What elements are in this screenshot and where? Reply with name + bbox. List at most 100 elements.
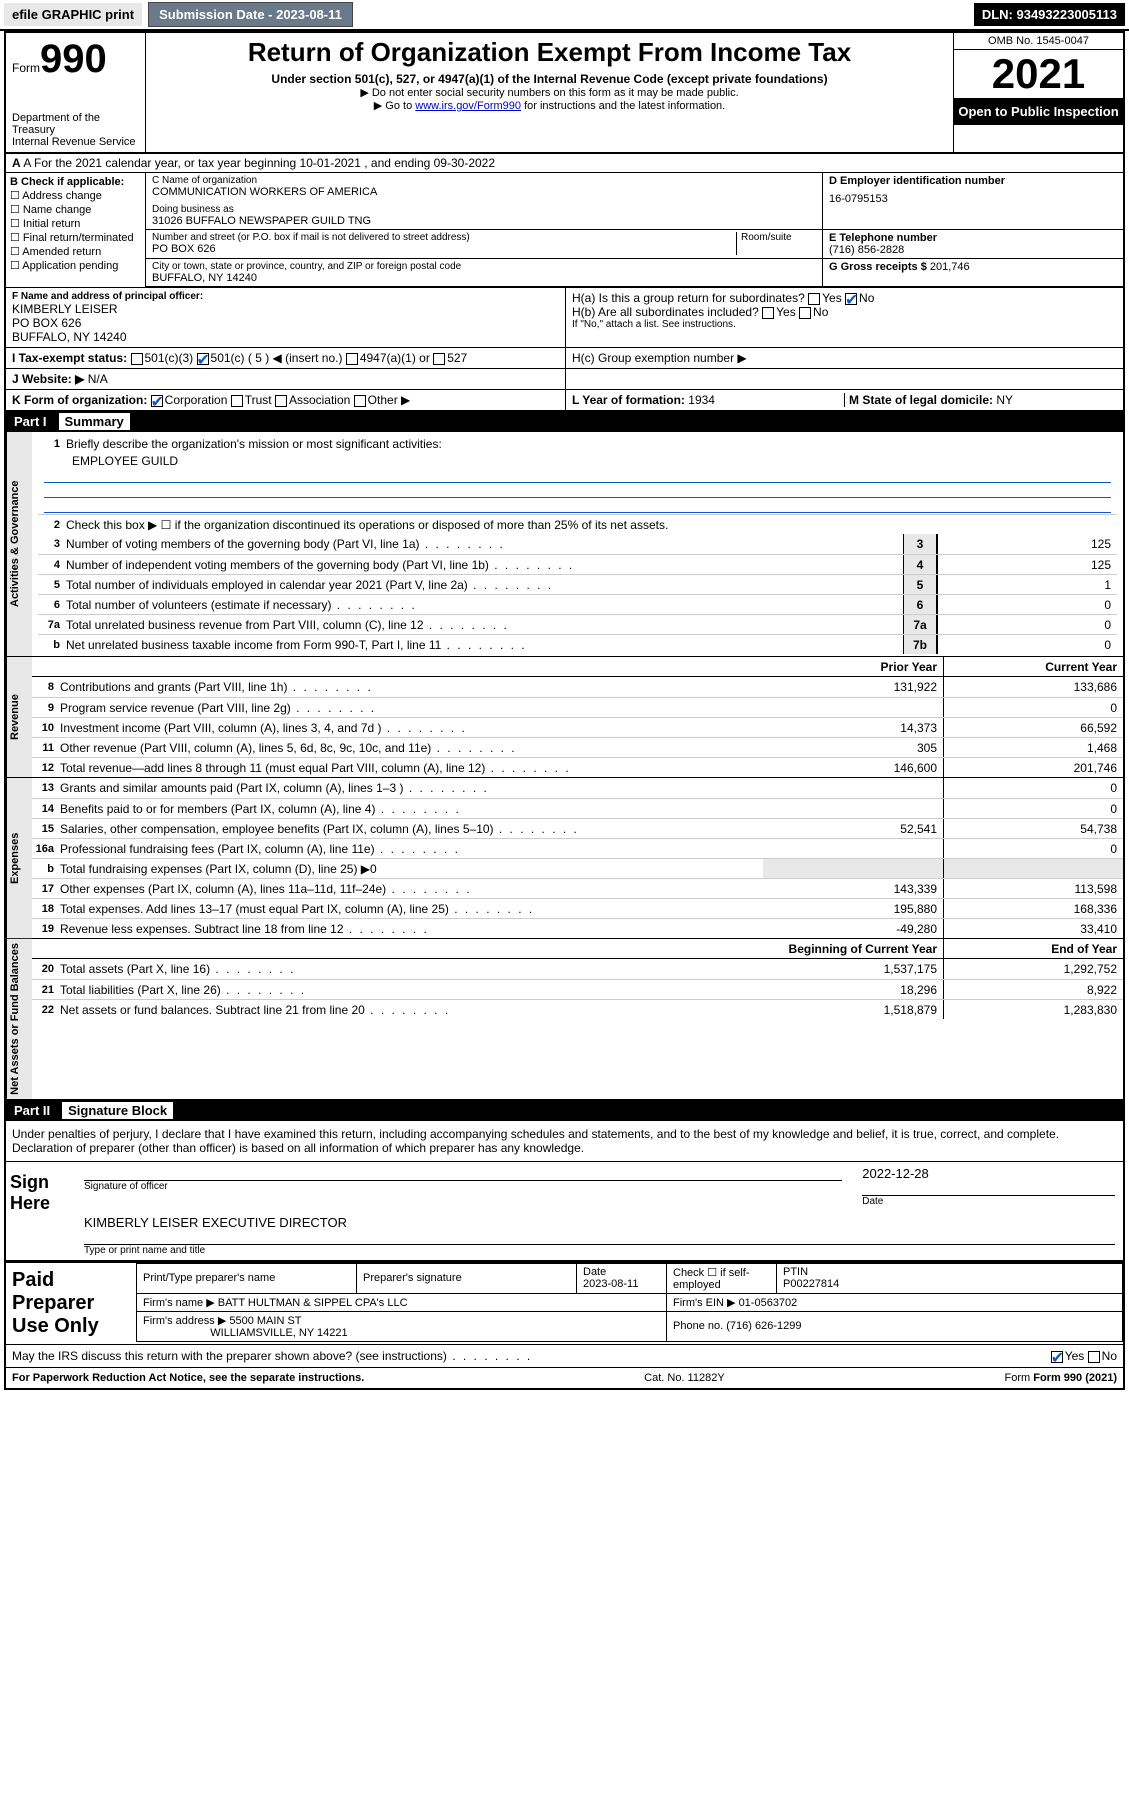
line-number: 8 (32, 681, 60, 693)
self-employed-cell[interactable]: Check ☐ if self-employed (667, 1263, 777, 1293)
k-trust: Trust (245, 393, 272, 407)
current-value: 201,746 (943, 758, 1123, 777)
beginning-year-header: Beginning of Current Year (763, 939, 943, 958)
subtitle-1: Under section 501(c), 527, or 4947(a)(1)… (154, 72, 945, 86)
current-value: 1,468 (943, 738, 1123, 757)
ha-yes-checkbox[interactable] (808, 293, 820, 305)
b-item[interactable]: ☐ Amended return (10, 245, 141, 258)
preparer-name-hdr: Print/Type preparer's name (137, 1263, 357, 1293)
pra-notice: For Paperwork Reduction Act Notice, see … (12, 1372, 364, 1384)
line-number: 21 (32, 984, 60, 996)
ein-value: 16-0795153 (829, 193, 1117, 205)
current-value: 0 (943, 799, 1123, 818)
officer-name-title: KIMBERLY LEISER EXECUTIVE DIRECTOR (84, 1215, 1115, 1230)
k-trust-checkbox[interactable] (231, 395, 243, 407)
prior-value: -49,280 (763, 919, 943, 938)
line-number: 9 (32, 702, 60, 714)
submission-date-button[interactable]: Submission Date - 2023-08-11 (148, 2, 353, 27)
line-text: Investment income (Part VIII, column (A)… (60, 719, 763, 737)
efile-label: efile GRAPHIC print (4, 3, 142, 26)
form-header: Form990 Department of the Treasury Inter… (6, 33, 1123, 154)
b-item[interactable]: ☐ Application pending (10, 259, 141, 272)
line-text: Program service revenue (Part VIII, line… (60, 699, 763, 717)
k-other: Other ▶ (368, 393, 411, 407)
preparer-date: 2023-08-11 (583, 1278, 638, 1290)
line-number: 5 (38, 579, 66, 591)
b-item[interactable]: ☐ Address change (10, 189, 141, 202)
hb-yes-checkbox[interactable] (762, 307, 774, 319)
line-box: 6 (903, 595, 937, 614)
line-number: b (32, 863, 60, 875)
sign-here-label: Sign Here (6, 1162, 76, 1260)
prior-value (763, 698, 943, 717)
hb-text: H(b) Are all subordinates included? (572, 305, 759, 319)
firm-addr2: WILLIAMSVILLE, NY 14221 (210, 1327, 347, 1339)
hb-note: If "No," attach a list. See instructions… (572, 319, 1117, 330)
line-text: Grants and similar amounts paid (Part IX… (60, 779, 763, 797)
b-item[interactable]: ☐ Initial return (10, 217, 141, 230)
prior-value (763, 799, 943, 818)
ha-text: H(a) Is this a group return for subordin… (572, 291, 805, 305)
form-page: Form990 Department of the Treasury Inter… (4, 31, 1125, 1390)
line-number: 22 (32, 1004, 60, 1016)
prior-value (763, 839, 943, 858)
firm-label: Firm's name ▶ (143, 1297, 215, 1309)
current-value: 66,592 (943, 718, 1123, 737)
i-527-checkbox[interactable] (433, 353, 445, 365)
line-text: Professional fundraising fees (Part IX, … (60, 840, 763, 858)
line-text: Total expenses. Add lines 13–17 (must eq… (60, 900, 763, 918)
top-toolbar: efile GRAPHIC print Submission Date - 20… (0, 0, 1129, 31)
l-value: 1934 (688, 393, 715, 407)
firm-addr-cell: Firm's address ▶ 5500 MAIN ST WILLIAMSVI… (137, 1311, 667, 1341)
line-text: Net unrelated business taxable income fr… (66, 636, 903, 654)
header-left: Form990 Department of the Treasury Inter… (6, 33, 146, 152)
d-label: D Employer identification number (829, 175, 1117, 187)
line-text: Total unrelated business revenue from Pa… (66, 616, 903, 634)
b-item[interactable]: ☐ Final return/terminated (10, 231, 141, 244)
current-value: 1,292,752 (943, 959, 1123, 979)
city-value: BUFFALO, NY 14240 (152, 272, 816, 284)
firm-addr1: 5500 MAIN ST (229, 1315, 301, 1327)
line-number: 13 (32, 782, 60, 794)
k-assoc: Association (289, 393, 350, 407)
line-number: 15 (32, 823, 60, 835)
k-other-checkbox[interactable] (354, 395, 366, 407)
blank (60, 947, 763, 951)
line-text: Other revenue (Part VIII, column (A), li… (60, 739, 763, 757)
b-item[interactable]: ☐ Name change (10, 203, 141, 216)
end-year-header: End of Year (943, 939, 1123, 958)
i-501c-checkbox[interactable] (197, 353, 209, 365)
netassets-rows: 20Total assets (Part X, line 16)1,537,17… (32, 959, 1123, 1019)
form990-link[interactable]: www.irs.gov/Form990 (415, 100, 521, 112)
k-label: K Form of organization: (12, 393, 147, 407)
j-website: J Website: ▶ N/A (6, 369, 566, 389)
paid-preparer-block: Paid Preparer Use Only Print/Type prepar… (6, 1261, 1123, 1344)
open-inspection: Open to Public Inspection (954, 98, 1123, 125)
c-name-cell: C Name of organization COMMUNICATION WOR… (146, 173, 823, 229)
expenses-content: 13Grants and similar amounts paid (Part … (32, 778, 1123, 938)
m-state: M State of legal domicile: NY (845, 393, 1117, 407)
street-label: Number and street (or P.O. box if mail i… (152, 232, 736, 243)
line-text: Benefits paid to or for members (Part IX… (60, 800, 763, 818)
form-ref: Form Form 990 (2021) (1005, 1372, 1118, 1384)
i-501c3-checkbox[interactable] (131, 353, 143, 365)
city-label: City or town, state or province, country… (152, 261, 816, 272)
line-box: 5 (903, 575, 937, 594)
k-corp-checkbox[interactable] (151, 395, 163, 407)
k-assoc-checkbox[interactable] (275, 395, 287, 407)
line-number: 18 (32, 903, 60, 915)
hb-no-checkbox[interactable] (799, 307, 811, 319)
line-text: Revenue less expenses. Subtract line 18 … (60, 920, 763, 938)
line-value: 0 (937, 635, 1117, 654)
line-box: 7a (903, 615, 937, 634)
may-yes-checkbox[interactable] (1051, 1351, 1063, 1363)
h-group: H(a) Is this a group return for subordin… (566, 288, 1123, 347)
ha-no-checkbox[interactable] (845, 293, 857, 305)
may-no-checkbox[interactable] (1088, 1351, 1100, 1363)
ptin-hdr: PTIN (783, 1266, 808, 1278)
part-1-header: Part I Summary (6, 411, 1123, 432)
i-4947-checkbox[interactable] (346, 353, 358, 365)
name-label: Type or print name and title (84, 1245, 1115, 1256)
line-text: Number of independent voting members of … (66, 556, 903, 574)
m-label: M State of legal domicile: (849, 393, 993, 407)
